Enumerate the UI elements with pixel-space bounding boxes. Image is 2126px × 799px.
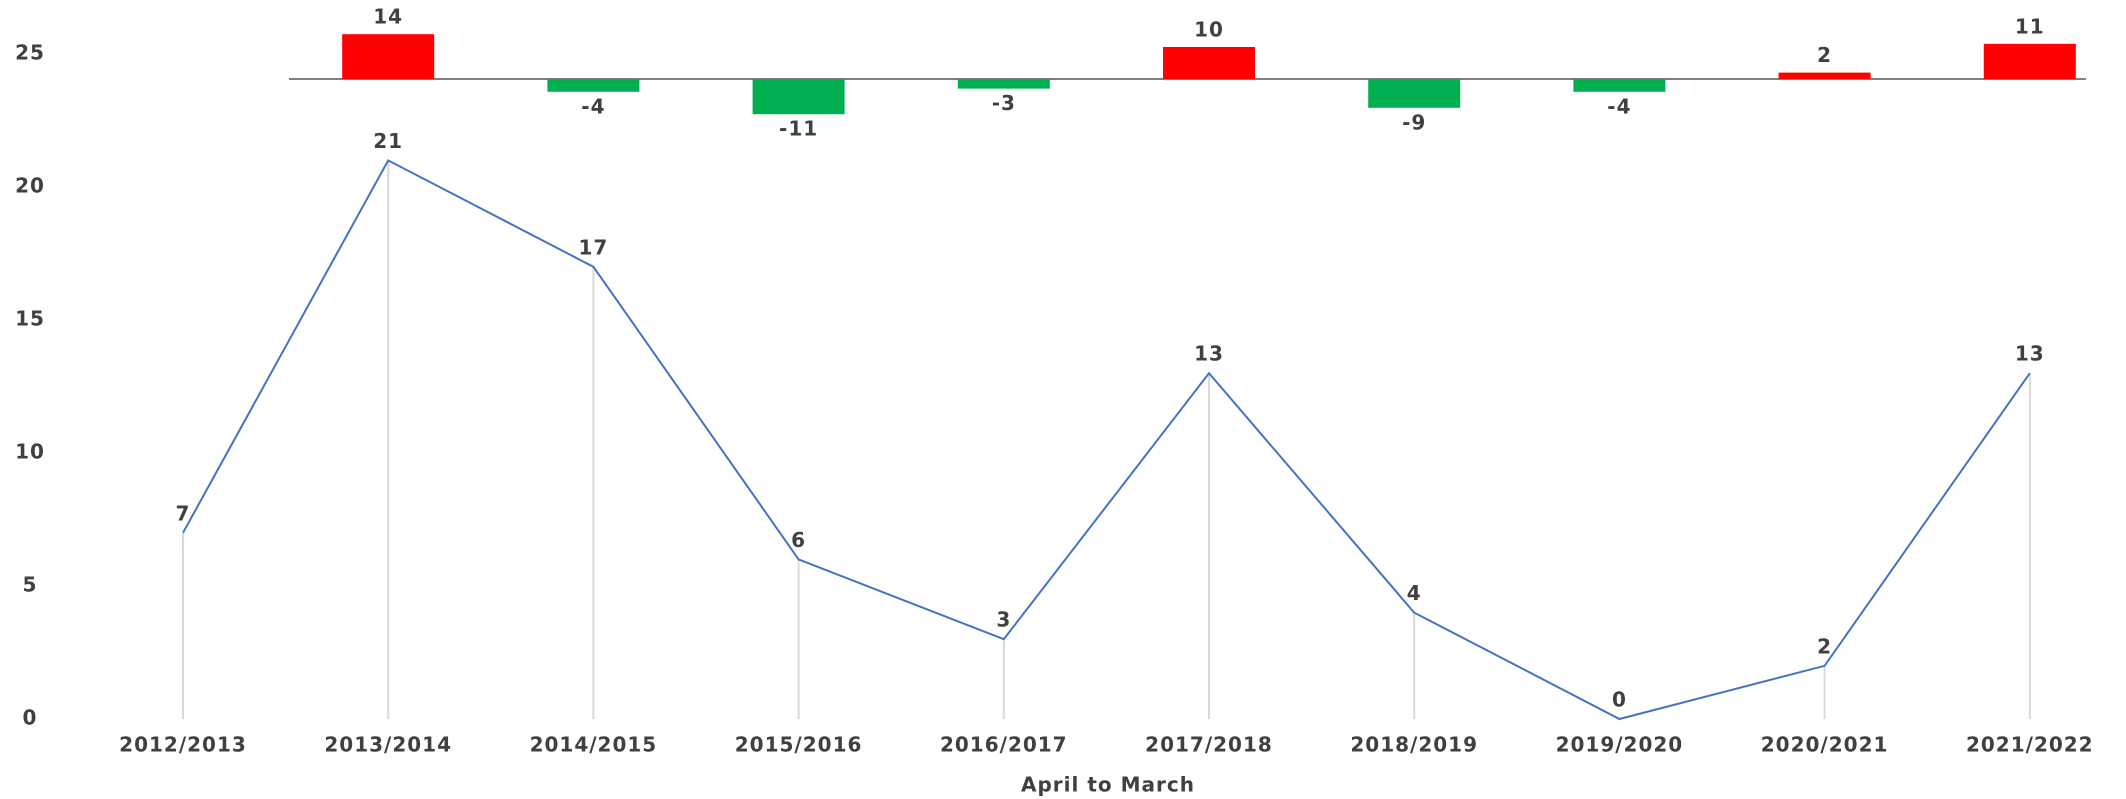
bar (957, 79, 1050, 89)
bar (342, 34, 435, 79)
data-label: 13 (2015, 342, 2045, 366)
bar (1573, 79, 1666, 92)
bar (547, 79, 640, 92)
bar-label: 2 (1817, 43, 1832, 67)
data-label: 7 (176, 501, 191, 525)
y-tick-label: 25 (15, 41, 45, 65)
data-label: 13 (1194, 342, 1224, 366)
x-tick-label: 2013/2014 (324, 733, 452, 757)
y-tick-label: 10 (15, 440, 45, 464)
data-label: 0 (1612, 688, 1627, 712)
data-label: 21 (373, 129, 403, 153)
y-tick-label: 15 (15, 307, 45, 331)
bar-label: -11 (779, 117, 818, 141)
bar-label: -4 (1607, 94, 1631, 118)
y-tick-label: 20 (15, 174, 45, 198)
data-label: 2 (1817, 634, 1832, 658)
data-label: 4 (1407, 581, 1422, 605)
x-tick-label: 2019/2020 (1556, 733, 1684, 757)
bar (1983, 43, 2076, 79)
bar-label: -4 (581, 94, 605, 118)
y-tick-label: 0 (23, 706, 38, 730)
bar (1368, 79, 1461, 108)
x-tick-label: 2021/2022 (1966, 733, 2094, 757)
bar-label: 11 (2015, 14, 2045, 38)
data-label: 3 (996, 608, 1011, 632)
bar (752, 79, 845, 115)
bar-label: -3 (992, 91, 1016, 115)
bar (1778, 72, 1871, 79)
bar-label: 14 (373, 5, 403, 29)
bar-label: 10 (1194, 18, 1224, 42)
x-axis-title: April to March (1021, 773, 1195, 797)
data-label: 17 (578, 235, 608, 259)
x-tick-label: 2016/2017 (940, 733, 1068, 757)
x-tick-label: 2020/2021 (1761, 733, 1889, 757)
x-tick-label: 2012/2013 (119, 733, 247, 757)
x-tick-label: 2017/2018 (1145, 733, 1273, 757)
x-tick-label: 2018/2019 (1350, 733, 1478, 757)
y-tick-label: 5 (23, 573, 38, 597)
x-tick-label: 2015/2016 (735, 733, 863, 757)
data-label: 6 (791, 528, 806, 552)
bar-label: -9 (1402, 110, 1426, 134)
line (182, 159, 2031, 721)
bar (1163, 47, 1255, 79)
x-tick-label: 2014/2015 (530, 733, 658, 757)
